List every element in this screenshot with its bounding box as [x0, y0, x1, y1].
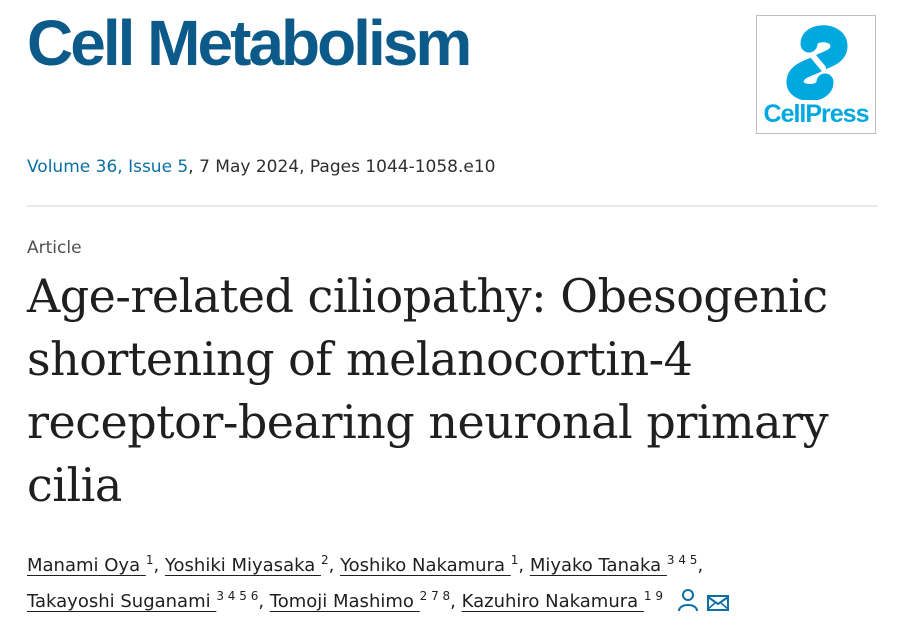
author-separator: , [450, 591, 462, 612]
author-item: Miyako Tanaka 3 4 5, [529, 553, 704, 576]
author-affiliation: 1 [510, 553, 519, 567]
author-affiliation: 1 [145, 553, 154, 567]
cellpress-logo[interactable]: CellPress [756, 15, 876, 134]
author-separator: , [328, 555, 341, 576]
author-separator: , [518, 555, 530, 576]
author-name-link[interactable]: Miyako Tanaka [529, 555, 667, 576]
citation-details: , 7 May 2024, Pages 1044-1058.e10 [188, 157, 496, 177]
author-separator: , [153, 555, 165, 576]
author-item: Yoshiki Miyasaka 2, [164, 553, 341, 576]
author-name-link[interactable]: Kazuhiro Nakamura [461, 591, 644, 612]
author-affiliation: 2 [320, 553, 329, 567]
author-affiliation: 3 4 5 6 [216, 589, 259, 603]
article-title: Age-related ciliopathy: Obesogenic short… [27, 269, 829, 512]
author-name-link[interactable]: Takayoshi Suganami [27, 591, 217, 612]
author-item: Yoshiko Nakamura 1, [340, 553, 530, 576]
divider [27, 205, 878, 207]
author-item: Manami Oya 1, [27, 553, 165, 576]
cellpress-wordmark: CellPress [763, 100, 870, 128]
person-icon[interactable] [677, 588, 699, 625]
volume-issue-link[interactable]: Volume 36, Issue 5 [27, 157, 189, 177]
citation-line: Volume 36, Issue 5, 7 May 2024, Pages 10… [27, 157, 496, 177]
author-list: Manami Oya 1, Yoshiki Miyasaka 2, Yoshik… [27, 548, 887, 625]
author-affiliation: 1 9 [643, 589, 663, 603]
author-affiliation: 3 4 5 [666, 553, 698, 567]
author-name-link[interactable]: Tomoji Mashimo [269, 591, 420, 612]
author-item: Takayoshi Suganami 3 4 5 6, [27, 589, 270, 612]
author-item: Tomoji Mashimo 2 7 8, [269, 589, 462, 612]
author-name-link[interactable]: Yoshiki Miyasaka [164, 555, 321, 576]
author-separator: , [258, 591, 270, 612]
cellpress-mark-icon [786, 25, 848, 100]
author-item: Kazuhiro Nakamura 1 9 [461, 589, 663, 612]
author-name-link[interactable]: Manami Oya [27, 555, 146, 576]
journal-title[interactable]: Cell Metabolism [27, 7, 472, 79]
author-affiliation: 2 7 8 [419, 589, 451, 603]
author-name-link[interactable]: Yoshiko Nakamura [340, 555, 511, 576]
author-separator: , [697, 555, 704, 576]
article-type: Article [27, 238, 82, 258]
envelope-icon[interactable] [706, 589, 729, 625]
